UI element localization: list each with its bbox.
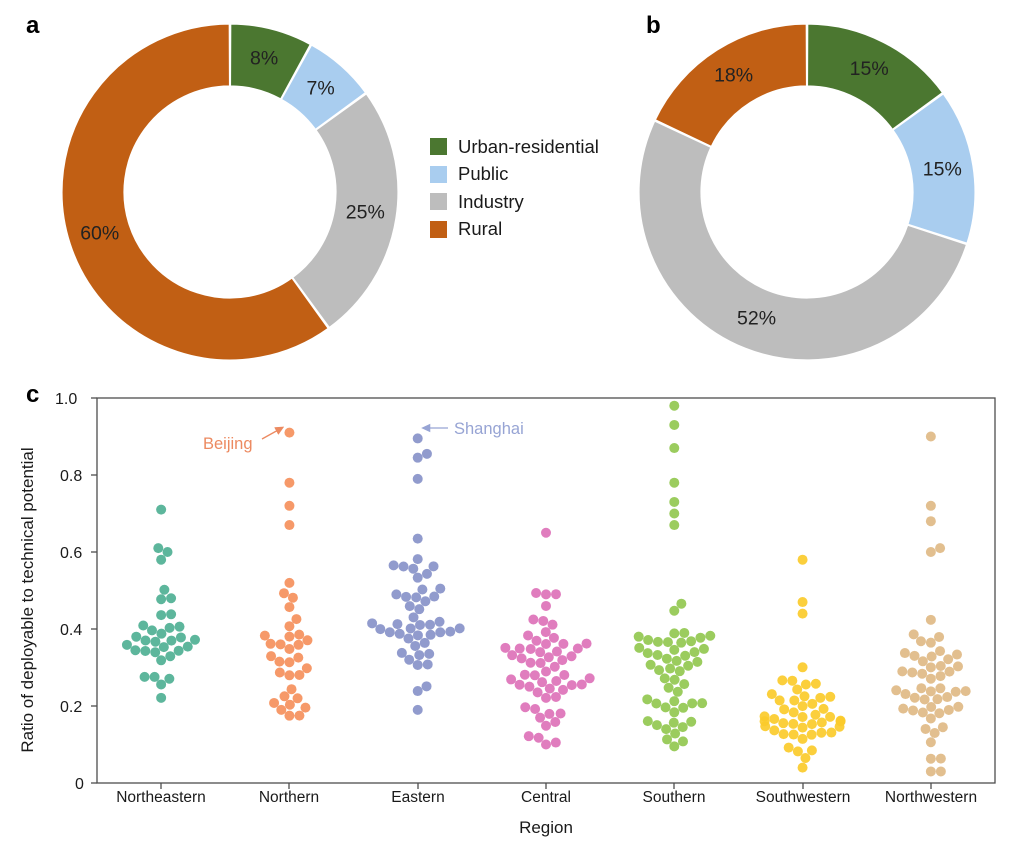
svg-text:Shanghai: Shanghai <box>454 420 524 438</box>
svg-text:Beijing: Beijing <box>203 435 253 453</box>
